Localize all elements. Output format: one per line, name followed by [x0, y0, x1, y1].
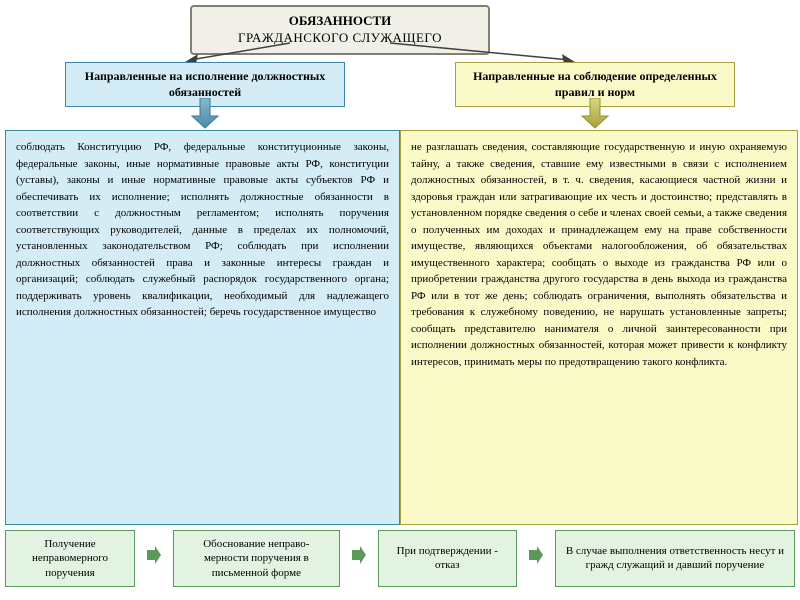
bottom-box-2: Обоснование неправо-мерности поручения в…	[173, 530, 340, 587]
content-right: не разглашать сведения, составляющие гос…	[400, 130, 798, 525]
arrow-b3-b4	[529, 530, 543, 580]
content-left: соблюдать Конституцию РФ, федеральные ко…	[5, 130, 400, 525]
arrow-b2-b3	[352, 530, 366, 580]
arrow-b1-b2	[147, 530, 161, 580]
bottom-box-4: В случае выполнения ответственность несу…	[555, 530, 795, 587]
title-line1: ОБЯЗАННОСТИ	[202, 13, 478, 30]
bottom-box-1: Получение неправомерного поручения	[5, 530, 135, 587]
header-left: Направленные на исполнение должностных о…	[65, 62, 345, 107]
bottom-row: Получение неправомерного поручения Обосн…	[5, 530, 795, 587]
header-right: Направленные на соблюдение определенных …	[455, 62, 735, 107]
title-box: ОБЯЗАННОСТИ ГРАЖДАНСКОГО СЛУЖАЩЕГО	[190, 5, 490, 55]
bottom-box-3: При подтверждении - отказ	[378, 530, 517, 587]
title-line2: ГРАЖДАНСКОГО СЛУЖАЩЕГО	[202, 30, 478, 47]
